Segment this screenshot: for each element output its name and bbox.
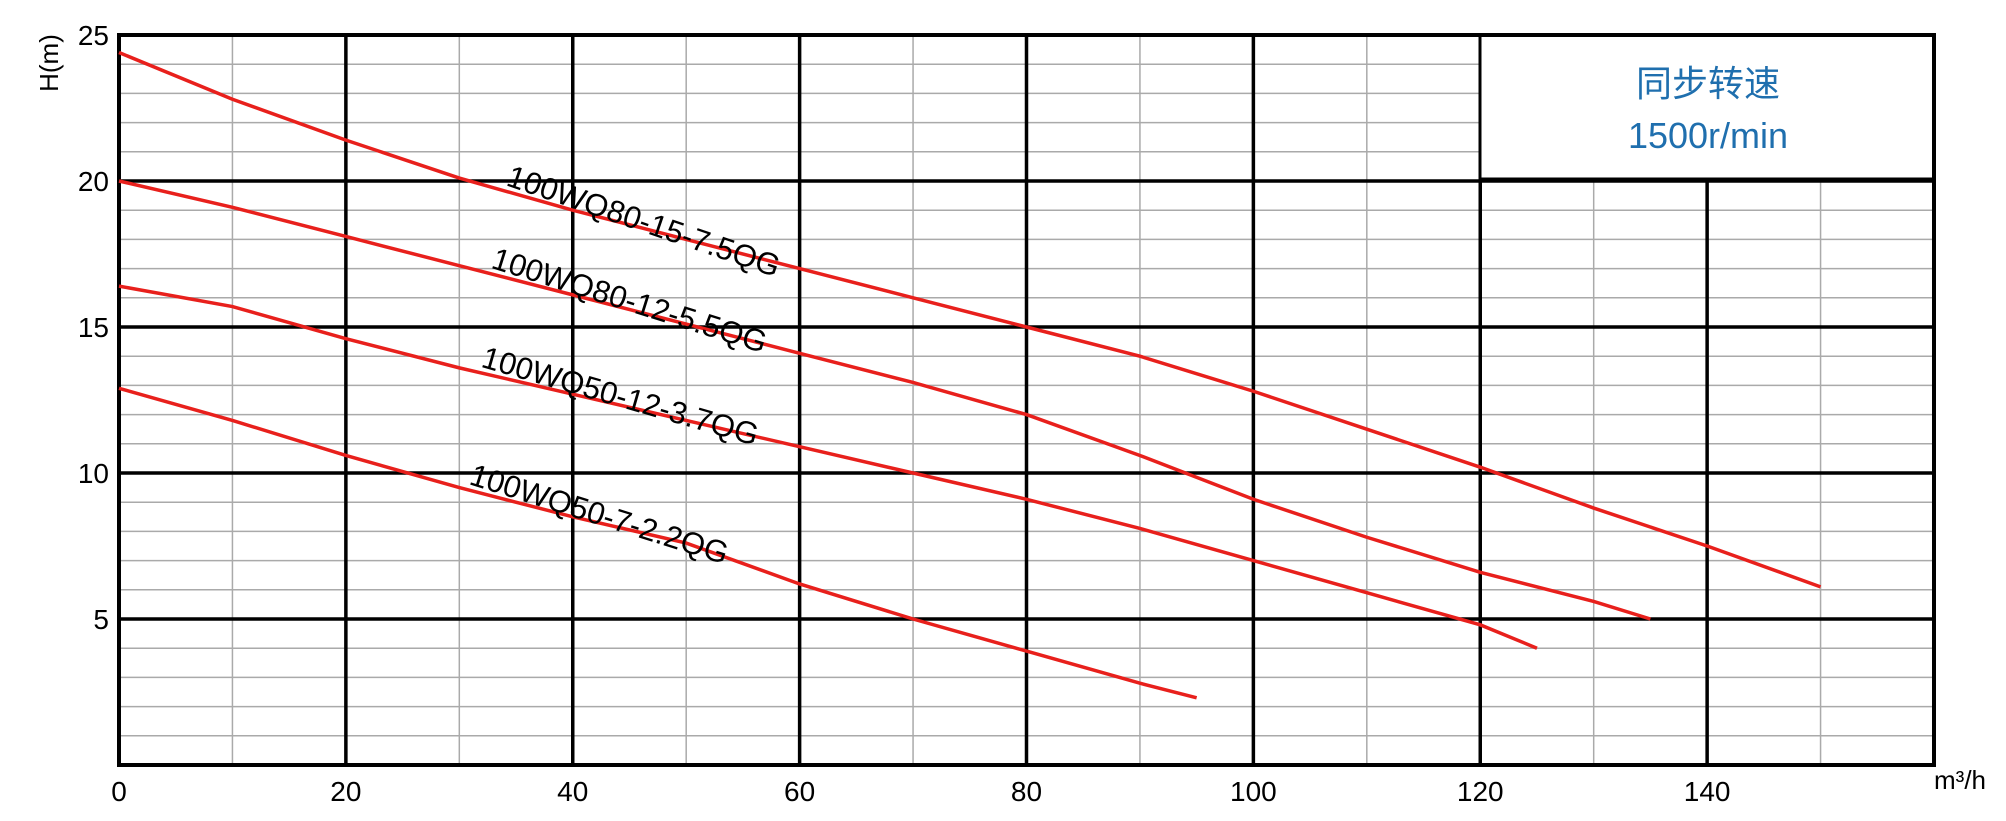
- series-line: [118, 284, 1538, 650]
- y-tick-label: 20: [78, 166, 109, 197]
- x-tick-label: 80: [1011, 776, 1042, 807]
- x-tick-label: 60: [784, 776, 815, 807]
- y-tick-label: 5: [93, 604, 109, 635]
- plot-frame: [117, 33, 1936, 767]
- y-tick-label: 25: [78, 20, 109, 51]
- x-tick-label: 140: [1684, 776, 1731, 807]
- note-box: [1478, 33, 1936, 181]
- y-axis-label: H(m): [34, 34, 64, 92]
- y-tick-label: 15: [78, 312, 109, 343]
- series-line: [118, 50, 1822, 589]
- note-text: 1500r/min: [1628, 115, 1788, 156]
- x-tick-label: 20: [330, 776, 361, 807]
- series-line: [118, 179, 1651, 621]
- x-tick-label: 100: [1230, 776, 1277, 807]
- x-tick-label: 0: [111, 776, 127, 807]
- x-axis-label: m³/h: [1934, 765, 1986, 795]
- note-text: 同步转速: [1636, 63, 1780, 104]
- x-tick-label: 40: [557, 776, 588, 807]
- y-tick-label: 10: [78, 458, 109, 489]
- x-tick-label: 120: [1457, 776, 1504, 807]
- series-line: [118, 386, 1198, 700]
